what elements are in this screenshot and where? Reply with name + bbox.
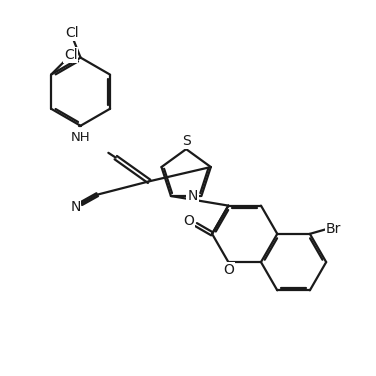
Text: N: N — [187, 189, 198, 203]
Text: S: S — [182, 134, 191, 148]
Text: O: O — [223, 263, 234, 277]
Text: Br: Br — [326, 223, 341, 237]
Text: Cl: Cl — [65, 26, 79, 40]
Text: O: O — [183, 214, 194, 227]
Text: N: N — [70, 200, 80, 214]
Text: NH: NH — [71, 131, 90, 144]
Text: Cl: Cl — [64, 48, 77, 62]
